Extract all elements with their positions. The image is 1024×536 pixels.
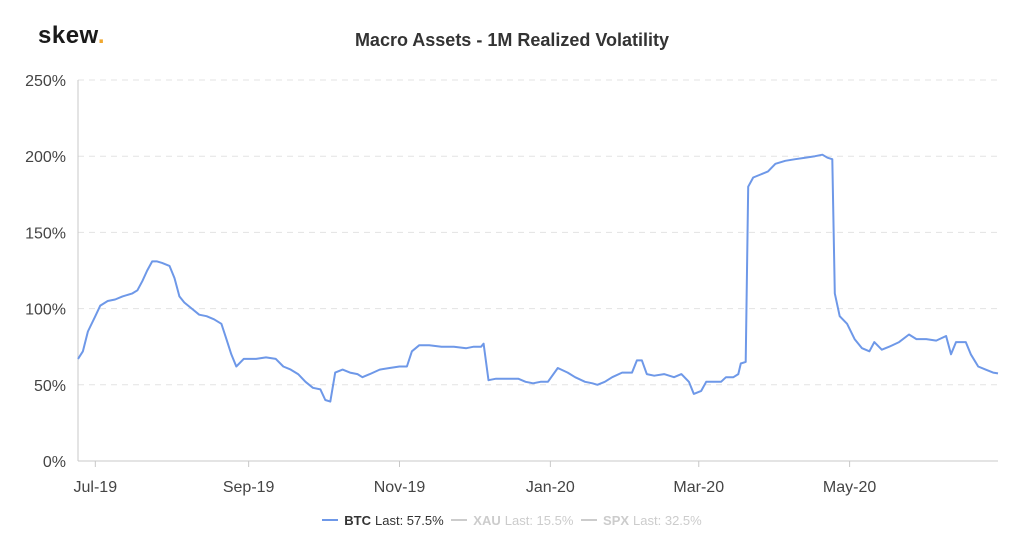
legend-swatch-spx	[581, 519, 598, 521]
skew-logo: skew.	[38, 22, 105, 50]
legend-item-xau[interactable]: XAU Last: 15.5%	[451, 513, 573, 528]
legend-label-xau: XAU	[473, 512, 501, 528]
legend-swatch-btc	[322, 519, 339, 521]
y-tick-label: 250%	[25, 73, 66, 90]
logo-dot: .	[97, 22, 105, 49]
legend-swatch-xau	[451, 519, 468, 521]
x-tick-label: Jan-20	[526, 479, 575, 496]
chart-title: Macro Assets - 1M Realized Volatility	[354, 30, 670, 50]
x-tick-label: May-20	[823, 479, 876, 496]
y-tick-label: 200%	[25, 149, 66, 166]
legend-item-spx[interactable]: SPX Last: 32.5%	[581, 513, 702, 528]
legend-item-btc[interactable]: BTC Last: 57.5%	[322, 512, 444, 528]
y-tick-label: 0%	[43, 454, 66, 471]
chart-legend: BTC Last: 57.5% XAU Last: 15.5% SPX Last…	[0, 509, 1024, 528]
x-tick-label: Sep-19	[223, 479, 275, 496]
legend-last-xau: Last: 15.5%	[504, 512, 574, 528]
y-tick-label: 150%	[25, 225, 66, 242]
legend-last-btc: Last: 57.5%	[375, 512, 444, 528]
legend-label-spx: SPX	[603, 512, 630, 528]
legend-last-spx: Last: 32.5%	[633, 512, 702, 528]
x-tick-label: Nov-19	[374, 479, 426, 496]
legend-label-btc: BTC	[344, 512, 372, 528]
logo-text: skew	[38, 22, 98, 49]
y-tick-label: 50%	[34, 378, 66, 395]
series-line-btc	[77, 153, 999, 403]
x-tick-label: Mar-20	[673, 479, 724, 496]
y-tick-label: 100%	[25, 302, 66, 319]
x-tick-label: Jul-19	[74, 479, 118, 496]
